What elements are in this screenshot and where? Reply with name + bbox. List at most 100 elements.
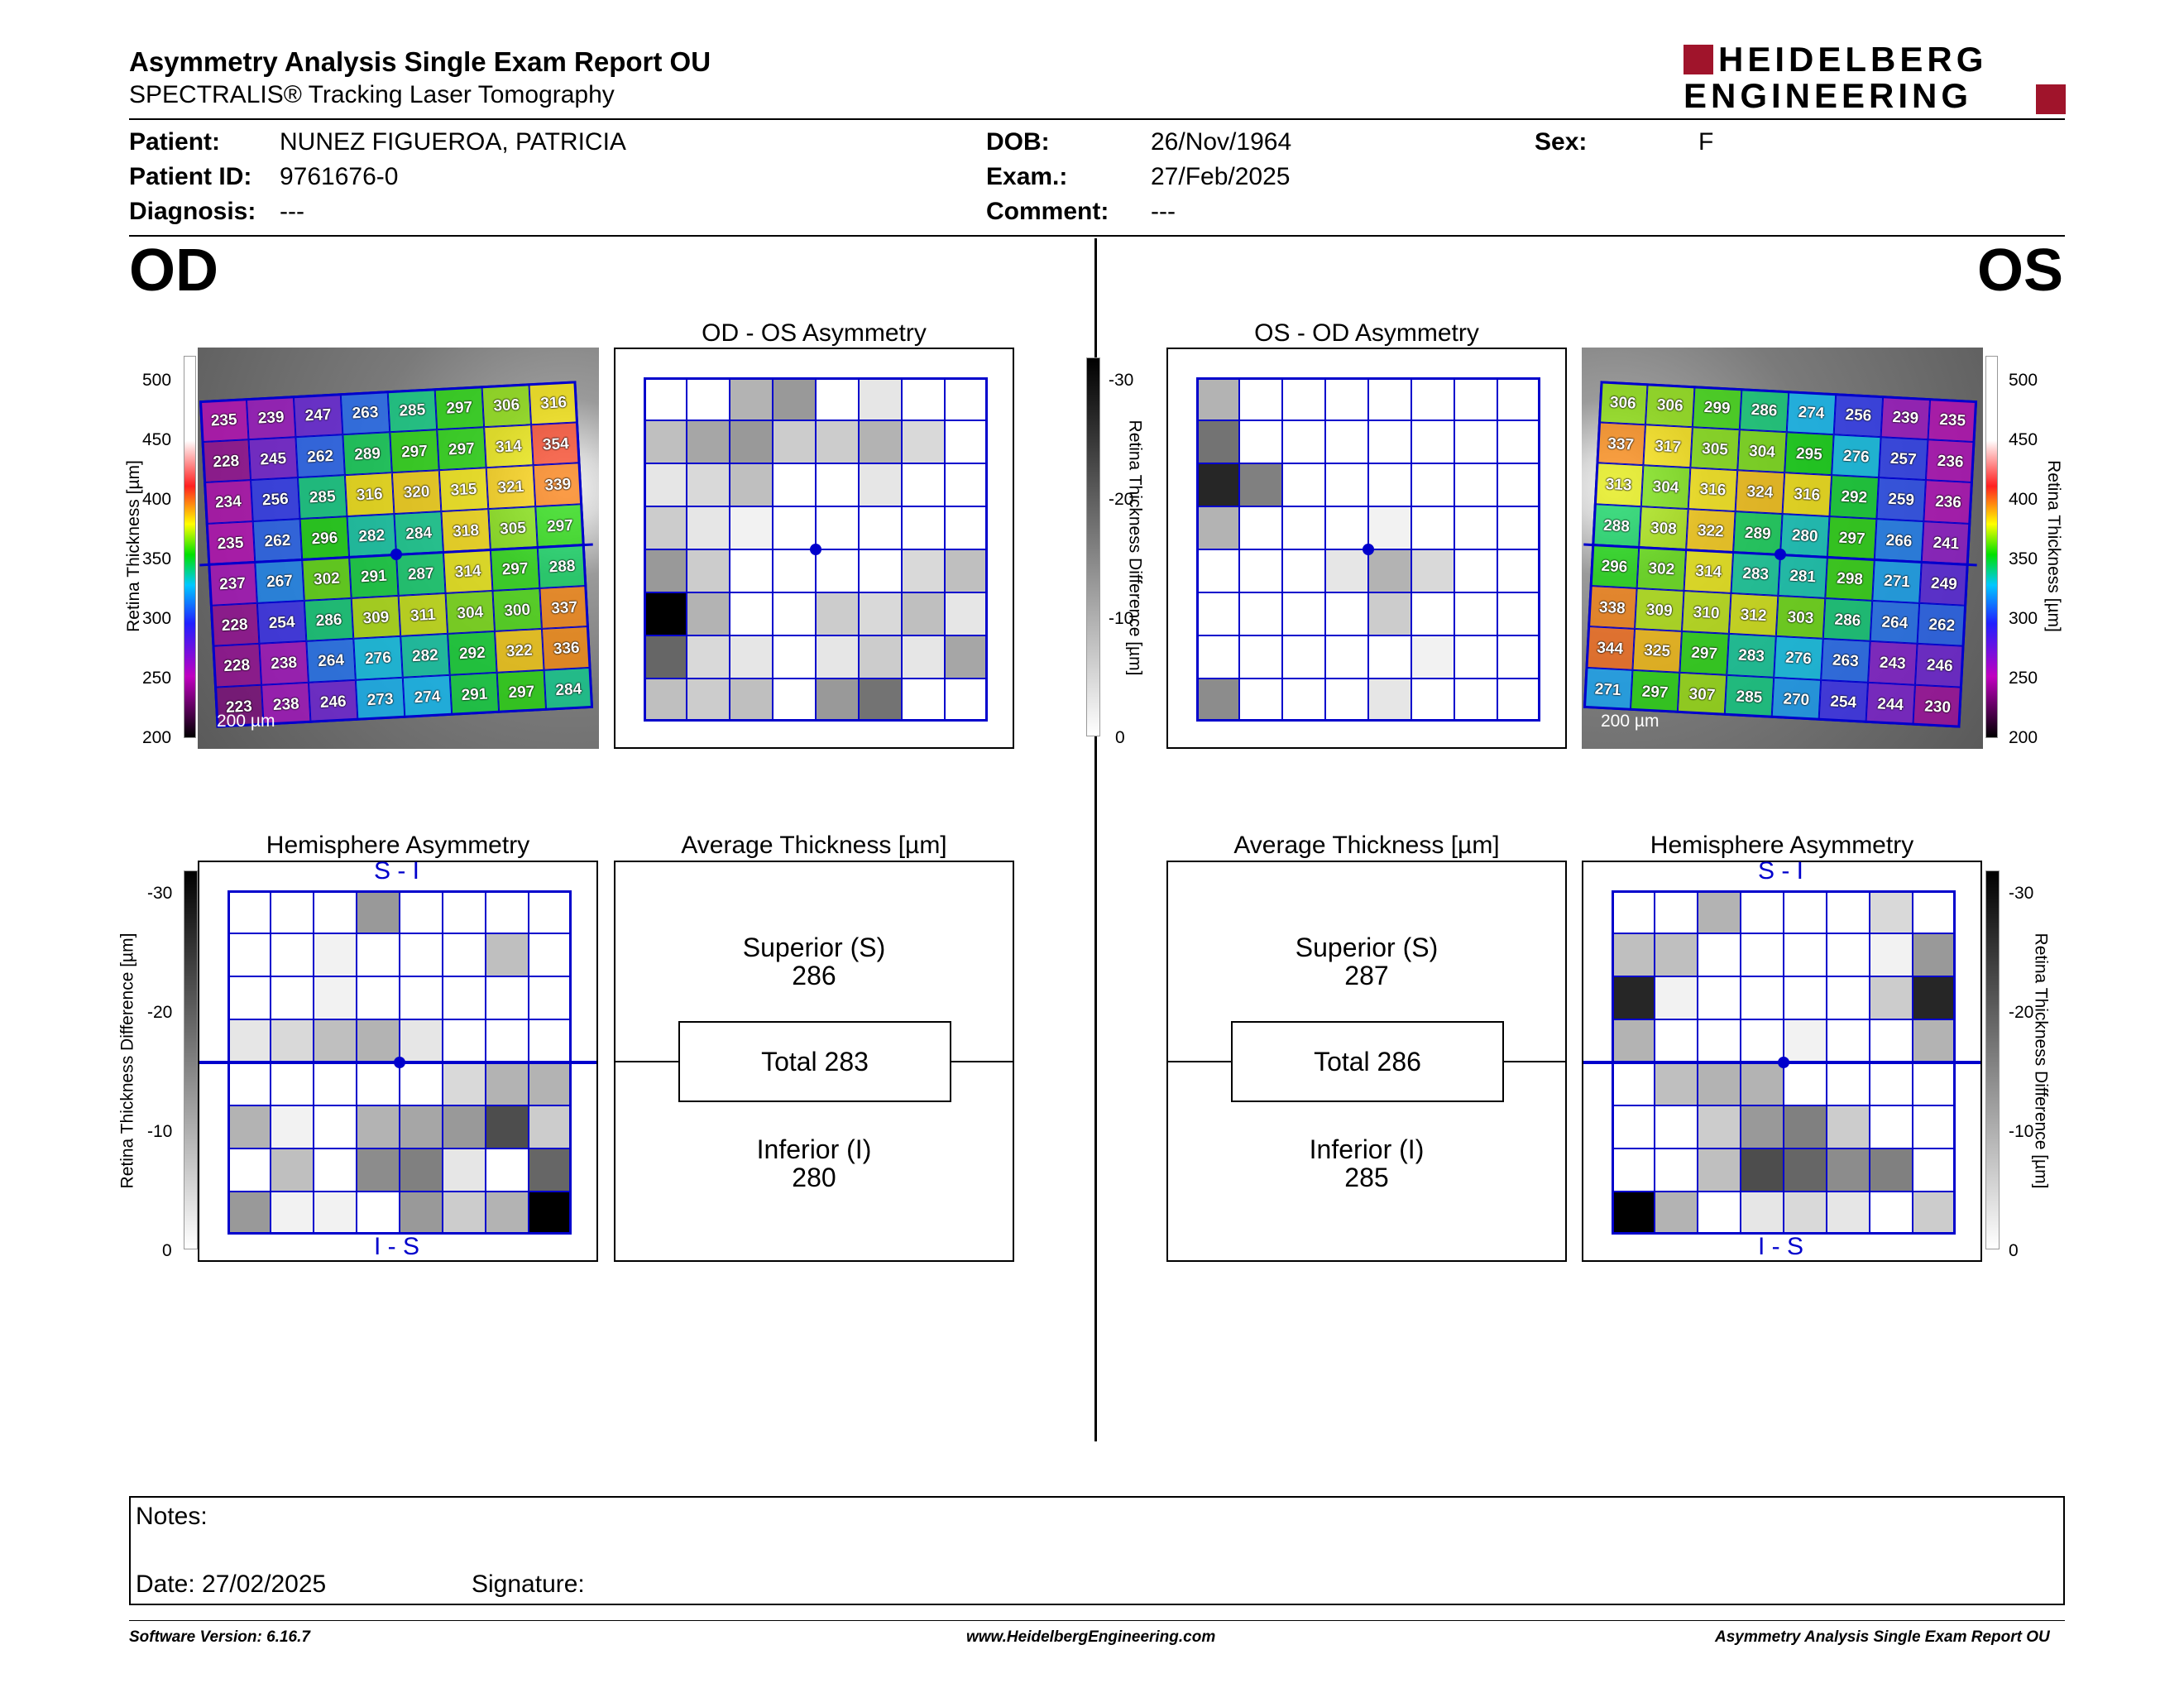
os-hemi-top-label: S - I: [1758, 857, 1804, 885]
od-hemi-cell: [529, 1149, 572, 1192]
od-asym-cell: [773, 549, 816, 592]
od-hemi-cell: [400, 1105, 443, 1149]
od-hemi-cell: [357, 1019, 400, 1062]
footer-website[interactable]: www.HeidelbergEngineering.com: [966, 1628, 1216, 1646]
od-hemi-cell: [400, 1019, 443, 1062]
od-asym-cell: [687, 377, 730, 420]
od-hemi-cell: [228, 890, 271, 933]
od-hemi-cell: [357, 1105, 400, 1149]
od-hemi-cell: [314, 1149, 357, 1192]
od-asym-cell: [644, 420, 687, 463]
od-hemi-cell: [400, 1192, 443, 1235]
od-thick-tick: 400: [142, 490, 172, 509]
os-asym-cell: [1325, 549, 1368, 592]
od-asym-cell: [816, 377, 859, 420]
os-scale-bar-label: 200 µm: [1601, 712, 1660, 731]
od-superior-value: 286: [792, 961, 836, 990]
od-thickness-grid: 235 239 247 263 285 297 306 316 228 245 262 289 297 2…: [199, 381, 594, 728]
os-asym-frame: [1196, 377, 1540, 722]
os-hemi-cell: [1784, 1019, 1827, 1062]
os-inferior-label: Inferior (I): [1309, 1134, 1425, 1164]
od-hemi-cell: [443, 933, 486, 976]
os-thickness-axis-label: Retina Thickness [µm]: [2043, 460, 2063, 632]
os-diff-tick: 0: [2009, 1241, 2019, 1260]
os-asym-cell: [1325, 377, 1368, 420]
os-asym-center-dot: [1363, 544, 1374, 555]
od-diff-tick: 0: [162, 1241, 172, 1260]
os-avg-title: Average Thickness [µm]: [1233, 832, 1500, 859]
od-asym-cell: [859, 635, 902, 679]
os-hemi-cell: [1870, 1019, 1913, 1062]
od-asym-cell: [902, 592, 945, 635]
od-asym-cell: [816, 679, 859, 722]
od-eye-label: OD: [129, 237, 218, 304]
os-asym-cell: [1368, 592, 1411, 635]
od-diff-tick: -20: [147, 1003, 173, 1022]
os-asym-title: OS - OD Asymmetry: [1254, 319, 1479, 347]
os-asym-cell: [1454, 679, 1497, 722]
diagnosis-label: Diagnosis:: [129, 198, 256, 225]
os-hemi-cell: [1655, 1105, 1698, 1149]
os-asym-cell: [1282, 506, 1325, 549]
od-hemi-cell: [271, 1149, 314, 1192]
os-eye-label: OS: [1977, 237, 2064, 304]
os-hemi-cell: [1870, 1192, 1913, 1235]
od-hemi-cell: [271, 976, 314, 1019]
od-asym-cell: [773, 506, 816, 549]
os-asym-cell: [1239, 506, 1282, 549]
os-asym-cell: [1239, 592, 1282, 635]
os-asym-cell: [1454, 592, 1497, 635]
od-asym-cell: [816, 635, 859, 679]
od-thick-tick: 350: [142, 549, 172, 568]
os-asym-cell: [1239, 420, 1282, 463]
footer-software: Software Version: 6.16.7: [129, 1628, 310, 1646]
od-diff-axis-label: Retina Thickness Difference [µm]: [117, 933, 137, 1189]
od-asym-cell: [902, 420, 945, 463]
od-asym-cell: [816, 506, 859, 549]
os-diff-tick: -20: [2009, 1003, 2034, 1022]
od-asym-cell: [816, 420, 859, 463]
od-asym-cell: [730, 679, 773, 722]
od-asym-cell: [730, 463, 773, 506]
od-diff-tick: -30: [147, 884, 173, 903]
os-hemi-cell: [1698, 1149, 1741, 1192]
od-hemi-cell: [486, 933, 529, 976]
os-thickness-grid: 306 306 299 286 274 256 239 235 337 317 305 304 295 2…: [1583, 381, 1978, 728]
os-asym-cell: [1411, 679, 1454, 722]
os-asym-cell: [1497, 679, 1540, 722]
center-diff-tick: -10: [1109, 609, 1134, 628]
os-asym-grid: [1196, 377, 1540, 722]
exam-date: 27/Feb/2025: [1151, 163, 1291, 190]
os-asym-cell: [1368, 549, 1411, 592]
os-hemi-cell: [1870, 976, 1913, 1019]
os-asym-cell: [1368, 463, 1411, 506]
od-hemi-cell: [529, 976, 572, 1019]
center-diff-tick: 0: [1115, 728, 1125, 747]
od-inferior-label: Inferior (I): [756, 1134, 872, 1164]
notes-box[interactable]: Notes: Date: 27/02/2025 Signature:: [129, 1496, 2065, 1605]
os-hemi-cell: [1913, 933, 1956, 976]
os-hemi-cell: [1784, 1062, 1827, 1105]
os-asym-cell: [1368, 506, 1411, 549]
os-asym-cell: [1497, 635, 1540, 679]
os-asym-cell: [1196, 506, 1239, 549]
os-asym-cell: [1196, 420, 1239, 463]
os-hemi-cell: [1913, 1149, 1956, 1192]
od-total-box: Total 283: [678, 1021, 951, 1102]
os-thick-tick: 400: [2009, 490, 2038, 509]
os-hemi-cell: [1870, 1062, 1913, 1105]
os-hemi-cell: [1741, 1149, 1784, 1192]
center-diff-colorbar: [1086, 357, 1100, 736]
od-hemi-cell: [357, 933, 400, 976]
os-asym-cell: [1282, 635, 1325, 679]
od-asym-cell: [644, 463, 687, 506]
os-hemi-title: Hemisphere Asymmetry: [1650, 832, 1914, 859]
os-asym-panel: [1166, 348, 1567, 749]
footer-report: Asymmetry Analysis Single Exam Report OU: [1715, 1628, 2050, 1646]
od-asym-cell: [816, 592, 859, 635]
od-diff-tick: -10: [147, 1122, 173, 1141]
od-hemi-cell: [486, 1149, 529, 1192]
os-hemi-cell: [1827, 1149, 1870, 1192]
od-hemi-cell: [271, 890, 314, 933]
os-hemi-cell: [1698, 933, 1741, 976]
